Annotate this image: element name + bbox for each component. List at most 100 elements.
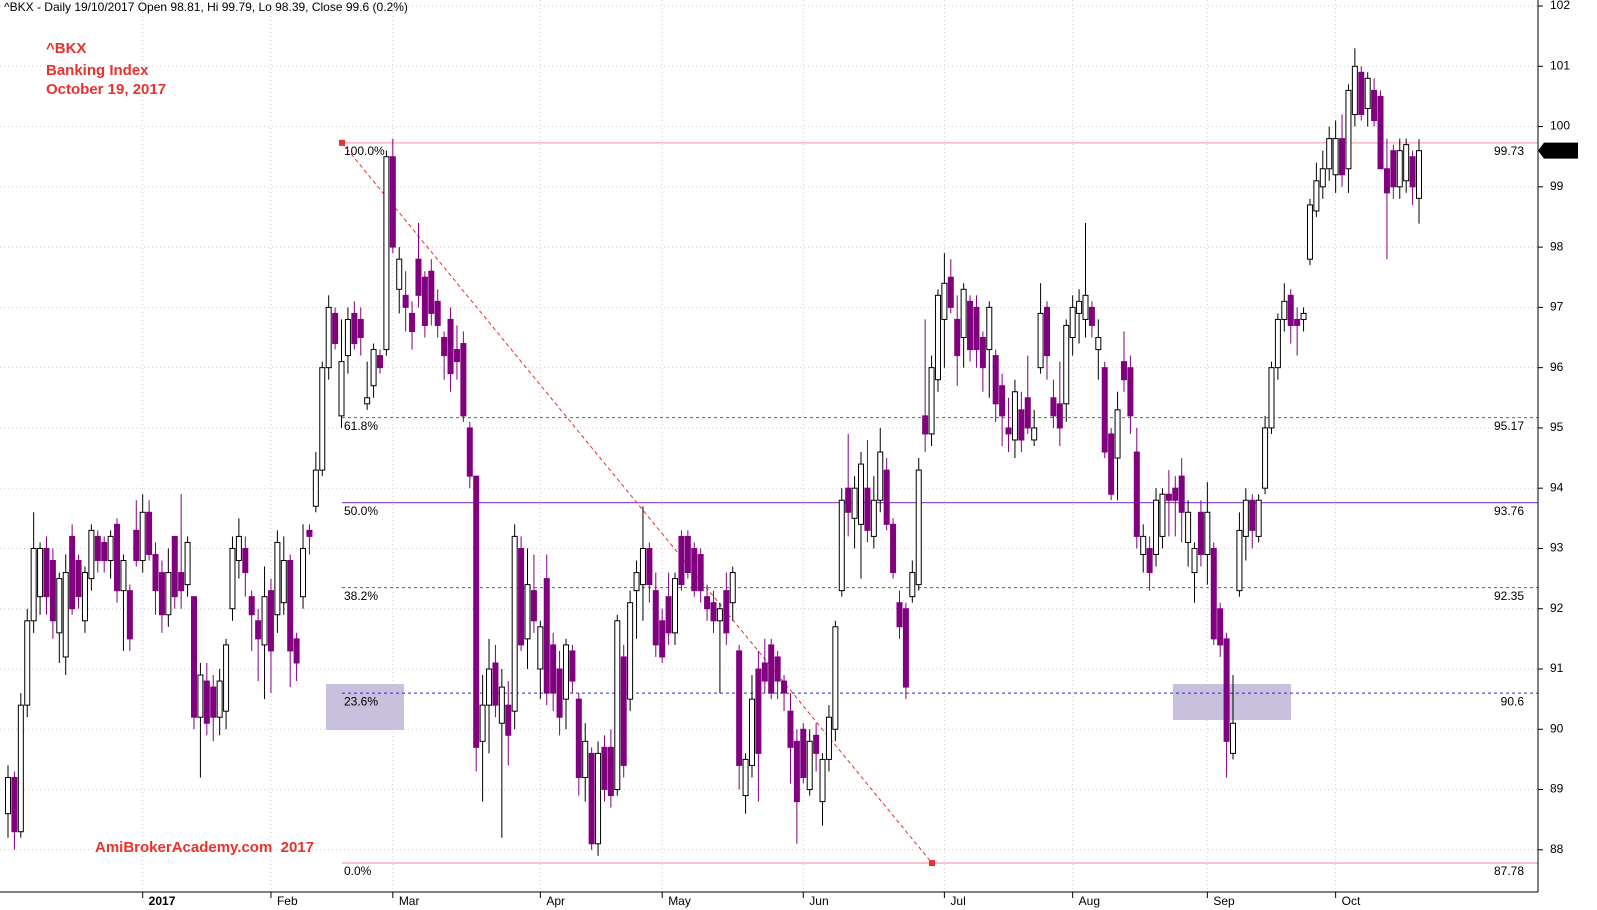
y-tick-label: 94 xyxy=(1550,480,1564,494)
candle-body xyxy=(248,596,255,616)
fib-level-value: 99.73 xyxy=(1494,144,1524,158)
candle-body xyxy=(1185,511,1192,543)
candle-body xyxy=(934,294,941,381)
fib-level-value: 93.76 xyxy=(1494,504,1524,518)
candle-body xyxy=(1230,722,1237,754)
candle-body xyxy=(928,367,935,435)
candle-body xyxy=(338,361,345,417)
candle-body xyxy=(1262,427,1269,489)
candle-body xyxy=(986,306,993,351)
candle-body xyxy=(434,300,441,326)
candle-body xyxy=(88,529,95,580)
candle-body xyxy=(389,156,396,248)
candle-body xyxy=(742,758,749,797)
candle-body xyxy=(864,487,871,531)
candle-body xyxy=(1339,138,1346,176)
y-tick-label: 100 xyxy=(1550,119,1570,133)
candle-body xyxy=(479,704,486,742)
y-tick-label: 90 xyxy=(1550,721,1564,735)
candle-body xyxy=(242,547,249,574)
candle-body xyxy=(1274,318,1281,369)
candle-body xyxy=(114,523,121,592)
candle-body xyxy=(704,596,711,610)
candle-body xyxy=(595,752,602,845)
candle-body xyxy=(659,620,666,658)
candle-body xyxy=(646,547,653,586)
candle-body xyxy=(1082,294,1089,320)
y-tick-label: 88 xyxy=(1550,842,1564,856)
candle-body xyxy=(139,511,146,562)
trendline-point xyxy=(339,139,345,146)
candle-body xyxy=(1133,451,1140,537)
candle-body xyxy=(672,578,679,634)
candle-body xyxy=(1044,306,1051,357)
candle-body xyxy=(530,590,537,622)
candle-body xyxy=(992,355,999,405)
candle-body xyxy=(1191,547,1198,574)
candle-body xyxy=(537,626,544,670)
candle-body xyxy=(1403,144,1410,182)
candle-body xyxy=(223,644,230,712)
candle-body xyxy=(178,572,185,592)
candle-body xyxy=(383,156,390,351)
candle-body xyxy=(947,276,954,308)
candle-body xyxy=(1063,324,1070,405)
candle-body xyxy=(1210,547,1217,640)
fib-level-label: 23.6% xyxy=(344,694,378,708)
candle-body xyxy=(165,572,172,616)
candle-body xyxy=(1306,204,1313,260)
candle-body xyxy=(280,560,287,604)
x-tick-label: Apr xyxy=(546,894,565,908)
candle-body xyxy=(453,349,460,363)
candle-body xyxy=(1300,312,1307,320)
fib-level-label: 50.0% xyxy=(344,504,378,518)
candle-body xyxy=(261,596,268,646)
candle-body xyxy=(1242,499,1249,537)
candle-body xyxy=(30,547,37,622)
candle-body xyxy=(1255,499,1262,537)
candle-body xyxy=(729,572,736,604)
candle-body xyxy=(691,547,698,592)
candle-body xyxy=(1159,493,1166,537)
candle-body xyxy=(325,306,332,369)
candle-body xyxy=(684,535,691,574)
candle-body xyxy=(81,572,88,622)
candle-body xyxy=(800,728,807,778)
candle-body xyxy=(562,644,569,700)
candle-body xyxy=(607,746,614,797)
candle-body xyxy=(748,698,755,766)
candle-body xyxy=(1140,535,1147,555)
candle-body xyxy=(1396,150,1403,188)
candle-body xyxy=(1326,138,1333,170)
candle-body xyxy=(171,535,178,598)
candle-body xyxy=(94,535,101,562)
candle-body xyxy=(466,427,473,477)
candle-body xyxy=(858,463,865,525)
candle-body xyxy=(1153,499,1160,555)
y-tick-label: 98 xyxy=(1550,239,1564,253)
candle-body xyxy=(890,523,897,574)
candle-body xyxy=(813,734,820,754)
candle-body xyxy=(909,572,916,598)
candle-body xyxy=(69,535,76,610)
candle-body xyxy=(973,306,980,351)
candle-body xyxy=(1313,180,1320,212)
candle-body xyxy=(1018,409,1025,441)
candle-body xyxy=(614,620,621,791)
fib-level-value: 95.17 xyxy=(1494,419,1524,433)
candle-body xyxy=(896,602,903,628)
candle-body xyxy=(1416,150,1422,199)
candle-body xyxy=(1056,403,1063,429)
candle-body xyxy=(146,511,153,555)
y-tick-label: 92 xyxy=(1550,601,1564,615)
highlight-box xyxy=(326,684,404,730)
candle-body xyxy=(1088,306,1095,326)
candle-body xyxy=(190,596,197,718)
candle-body xyxy=(1268,367,1275,429)
candle-body xyxy=(627,602,634,700)
candle-body xyxy=(601,746,608,791)
x-tick-label: 2017 xyxy=(149,894,176,908)
candle-body xyxy=(43,547,50,598)
